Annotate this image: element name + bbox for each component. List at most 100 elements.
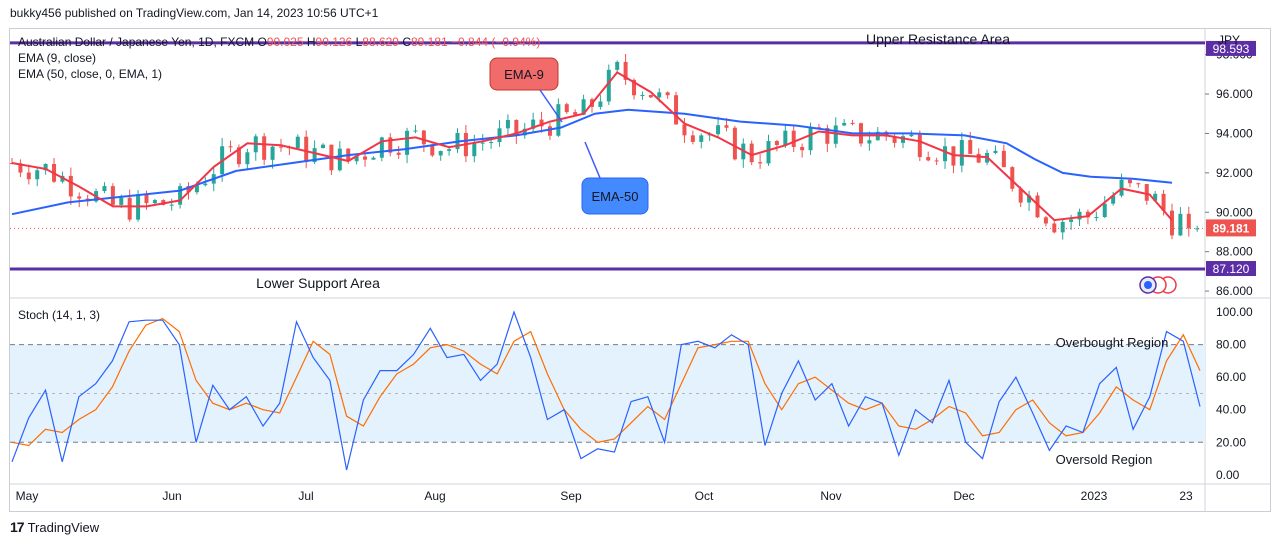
tradingview-logo[interactable]: 17 TradingView xyxy=(10,519,99,535)
ema9-legend[interactable]: EMA (9, close) xyxy=(18,51,97,65)
candle xyxy=(110,183,115,207)
candle xyxy=(842,119,847,127)
candle xyxy=(354,155,359,165)
stoch-axis[interactable]: 0.00 20.00 40.00 60.00 80.00 100.00 xyxy=(1216,305,1253,482)
candle xyxy=(1052,220,1057,234)
time-tick-label: Oct xyxy=(695,489,714,503)
publish-line: bukky456 published on TradingView.com, J… xyxy=(10,6,379,20)
price-tick-label: 86.000 xyxy=(1216,284,1253,298)
candle xyxy=(329,144,334,176)
candle xyxy=(52,157,57,184)
chart-legend: Australian Dollar / Japanese Yen, 1D, FX… xyxy=(18,34,540,82)
last-price-badge: 89.181 xyxy=(1206,219,1256,237)
events-icon[interactable] xyxy=(1139,276,1177,294)
candle xyxy=(1136,182,1141,188)
candle xyxy=(531,112,536,134)
symbol-description[interactable]: Australian Dollar / Japanese Yen, 1D, FX… xyxy=(18,35,255,49)
candle xyxy=(564,102,569,114)
candle xyxy=(295,134,300,149)
open-value: 90.025 xyxy=(266,35,304,49)
ema9-callout-text: EMA-9 xyxy=(504,67,544,82)
candle xyxy=(18,159,23,178)
candle xyxy=(690,130,695,145)
overbought-label: Overbought Region xyxy=(1056,335,1169,350)
candle xyxy=(26,164,31,185)
stoch-d-line xyxy=(11,317,1201,447)
stoch-tick-label: 60.00 xyxy=(1216,370,1246,384)
candle xyxy=(749,140,754,166)
candle xyxy=(405,127,410,164)
stoch-tick-label: 40.00 xyxy=(1216,403,1246,417)
svg-text:89.181: 89.181 xyxy=(1213,221,1250,235)
time-tick-label: May xyxy=(16,489,39,503)
candle xyxy=(514,119,519,144)
time-tick-label: Nov xyxy=(820,489,841,503)
price-tick-label: 92.000 xyxy=(1216,166,1253,180)
ema50-legend[interactable]: EMA (50, close, 0, EMA, 1) xyxy=(18,67,163,81)
candle xyxy=(253,133,258,161)
candle xyxy=(68,167,73,205)
stoch-legend[interactable]: Stoch (14, 1, 3) xyxy=(18,308,101,322)
candle xyxy=(178,183,183,209)
candle xyxy=(581,94,586,116)
candle xyxy=(1195,225,1200,232)
candle xyxy=(497,120,502,147)
candle xyxy=(102,182,107,194)
candle xyxy=(396,145,401,159)
stoch-tick-label: 20.00 xyxy=(1216,435,1246,449)
time-tick-label: Aug xyxy=(424,489,445,503)
candle xyxy=(505,114,510,136)
candle xyxy=(35,167,40,187)
resistance-price-badge: 98.593 xyxy=(1206,40,1256,56)
candle xyxy=(959,132,964,173)
candle xyxy=(993,145,998,155)
low-value: 88.629 xyxy=(362,35,399,49)
tradingview-brand: TradingView xyxy=(27,519,100,535)
open-label: O xyxy=(257,35,267,49)
candle xyxy=(388,133,393,157)
ema50-line xyxy=(11,108,1173,216)
candle xyxy=(926,151,931,162)
time-axis[interactable]: May Jun Jul Aug Sep Oct Nov Dec 2023 23 xyxy=(16,489,1193,503)
candle xyxy=(169,198,174,211)
candle xyxy=(77,192,82,208)
candle xyxy=(1043,216,1048,227)
ema50-callout-text: EMA-50 xyxy=(592,189,639,204)
svg-text:87.120: 87.120 xyxy=(1213,262,1250,276)
time-tick-label: Jul xyxy=(298,489,313,503)
candle xyxy=(758,154,763,169)
candle xyxy=(800,143,805,158)
oversold-label: Oversold Region xyxy=(1056,452,1153,467)
candle xyxy=(674,91,679,125)
candle xyxy=(682,117,687,143)
stoch-tick-label: 80.00 xyxy=(1216,338,1246,352)
candle xyxy=(1153,191,1158,202)
stoch-tick-label: 0.00 xyxy=(1216,468,1240,482)
candle xyxy=(1127,178,1132,188)
candle xyxy=(371,156,376,160)
candle xyxy=(648,94,653,98)
candle xyxy=(1178,207,1183,237)
chart-frame[interactable] xyxy=(9,28,1271,512)
price-axis[interactable]: 86.00088.00090.00092.00094.00096.00098.0… xyxy=(1205,48,1253,298)
high-label: H xyxy=(306,35,316,49)
candle xyxy=(547,123,552,140)
candle xyxy=(573,109,578,116)
candle xyxy=(665,91,670,99)
svg-text:98.593: 98.593 xyxy=(1213,42,1250,56)
candle xyxy=(1010,166,1015,192)
candle xyxy=(598,94,603,110)
candle xyxy=(791,125,796,153)
time-tick-label: 23 xyxy=(1179,489,1193,503)
candle xyxy=(741,138,746,168)
time-tick-label: Jun xyxy=(162,489,181,503)
price-tick-label: 96.000 xyxy=(1216,87,1253,101)
candle xyxy=(304,130,309,169)
candle xyxy=(623,54,628,85)
price-tick-label: 94.000 xyxy=(1216,126,1253,140)
candle xyxy=(951,146,956,174)
candle xyxy=(438,150,443,161)
high-value: 90.126 xyxy=(315,35,353,49)
candle xyxy=(732,125,737,161)
